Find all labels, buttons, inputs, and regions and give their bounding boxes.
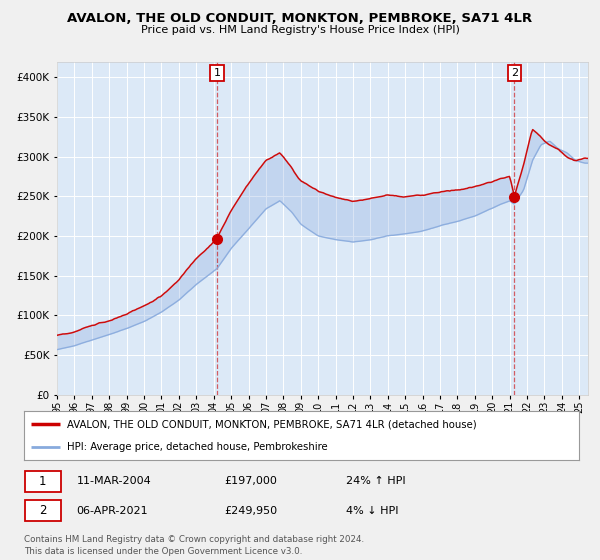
- Text: 11-MAR-2004: 11-MAR-2004: [77, 476, 151, 486]
- Text: AVALON, THE OLD CONDUIT, MONKTON, PEMBROKE, SA71 4LR: AVALON, THE OLD CONDUIT, MONKTON, PEMBRO…: [67, 12, 533, 25]
- FancyBboxPatch shape: [25, 470, 61, 492]
- Text: 2: 2: [511, 68, 518, 78]
- FancyBboxPatch shape: [25, 500, 61, 521]
- Text: HPI: Average price, detached house, Pembrokeshire: HPI: Average price, detached house, Pemb…: [67, 442, 328, 452]
- Text: £197,000: £197,000: [224, 476, 277, 486]
- Text: 4% ↓ HPI: 4% ↓ HPI: [346, 506, 398, 516]
- Text: Contains HM Land Registry data © Crown copyright and database right 2024.
This d: Contains HM Land Registry data © Crown c…: [24, 535, 364, 556]
- Text: £249,950: £249,950: [224, 506, 277, 516]
- Text: 06-APR-2021: 06-APR-2021: [77, 506, 148, 516]
- Text: 24% ↑ HPI: 24% ↑ HPI: [346, 476, 406, 486]
- Text: 1: 1: [39, 475, 47, 488]
- Text: AVALON, THE OLD CONDUIT, MONKTON, PEMBROKE, SA71 4LR (detached house): AVALON, THE OLD CONDUIT, MONKTON, PEMBRO…: [67, 419, 477, 430]
- Text: Price paid vs. HM Land Registry's House Price Index (HPI): Price paid vs. HM Land Registry's House …: [140, 25, 460, 35]
- Text: 1: 1: [214, 68, 220, 78]
- Text: 2: 2: [39, 504, 47, 517]
